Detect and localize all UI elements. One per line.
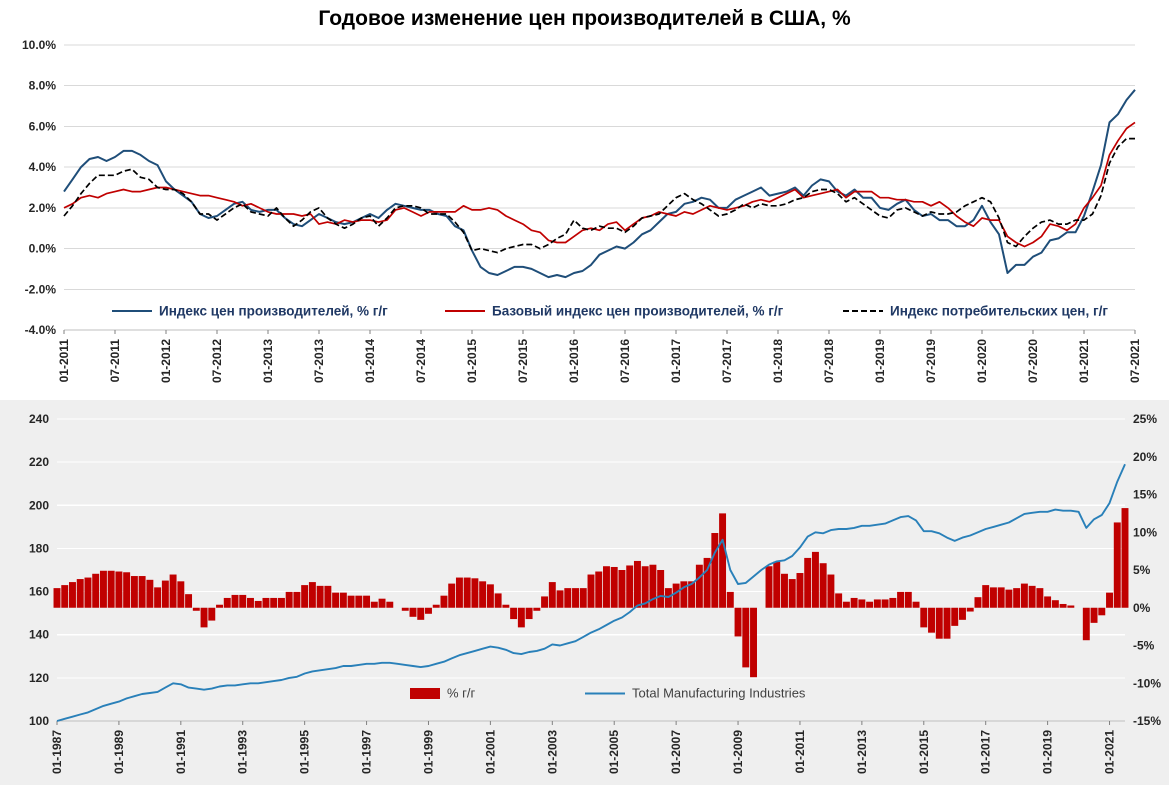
svg-text:-5%: -5% <box>1133 639 1155 653</box>
svg-text:01-2018: 01-2018 <box>771 339 785 383</box>
svg-text:07-2016: 07-2016 <box>618 339 632 383</box>
svg-text:07-2018: 07-2018 <box>822 339 836 383</box>
ppi-line <box>63 89 1136 279</box>
svg-text:2.0%: 2.0% <box>29 201 57 215</box>
svg-text:6.0%: 6.0% <box>29 119 57 133</box>
cpi-line <box>63 137 1135 254</box>
top-x-axis: 01-2011 07-2011 01-2012 07-2012 01-2013 07-20… <box>57 329 1142 383</box>
svg-text:01-2005: 01-2005 <box>607 730 621 774</box>
svg-text:01-1989: 01-1989 <box>112 730 126 774</box>
svg-text:01-2017: 01-2017 <box>979 730 993 774</box>
svg-text:01-2021: 01-2021 <box>1077 339 1091 383</box>
svg-text:01-1997: 01-1997 <box>360 730 374 774</box>
svg-text:07-2015: 07-2015 <box>516 339 530 383</box>
bottom-x-axis: 01-1987 01-1989 01-1991 01-1993 01-1995 01-19… <box>50 720 1125 774</box>
svg-text:0%: 0% <box>1133 601 1151 615</box>
svg-text:220: 220 <box>29 455 49 469</box>
svg-text:01-2011: 01-2011 <box>57 339 71 383</box>
svg-text:01-2017: 01-2017 <box>669 339 683 383</box>
svg-text:01-2021: 01-2021 <box>1103 730 1117 774</box>
svg-text:160: 160 <box>29 585 49 599</box>
svg-text:01-2014: 01-2014 <box>363 339 377 383</box>
svg-text:01-1999: 01-1999 <box>421 730 435 774</box>
svg-text:5%: 5% <box>1133 563 1151 577</box>
svg-text:07-2020: 07-2020 <box>1026 339 1040 383</box>
manufacturing-chart: 240 220 200 180 160 140 120 100 25% 20% 15% 10% 5% 0%… <box>0 400 1169 785</box>
svg-text:07-2019: 07-2019 <box>924 339 938 383</box>
cpi-legend-label: Индекс потребительских цен, г/г <box>890 304 1108 319</box>
bottom-legend: % г/г Total Manufacturing Industries <box>410 686 806 701</box>
svg-text:01-2013: 01-2013 <box>261 339 275 383</box>
page-title: Годовое изменение цен производителей в С… <box>318 7 851 30</box>
svg-text:-10%: -10% <box>1133 676 1161 690</box>
svg-text:100: 100 <box>29 714 49 728</box>
core_ppi-legend-label: Базовый индекс цен производителей, % г/г <box>492 304 784 319</box>
svg-text:01-2020: 01-2020 <box>975 339 989 383</box>
producer-price-chart: 10.0% 8.0% 6.0% 4.0% 2.0% 0.0% -2.0% -4.0% 01-20… <box>0 38 1169 400</box>
svg-text:15%: 15% <box>1133 488 1157 502</box>
ppi-legend-label: Индекс цен производителей, % г/г <box>159 304 388 319</box>
svg-text:-15%: -15% <box>1133 714 1161 728</box>
svg-text:01-2019: 01-2019 <box>873 339 887 383</box>
svg-text:01-2019: 01-2019 <box>1041 730 1055 774</box>
svg-text:01-2011: 01-2011 <box>793 730 807 774</box>
svg-text:01-1993: 01-1993 <box>236 730 250 774</box>
svg-text:01-2003: 01-2003 <box>545 730 559 774</box>
svg-text:25%: 25% <box>1133 412 1157 426</box>
bottom-right-axis-labels: 25% 20% 15% 10% 5% 0% -5% -10% -15% <box>1133 412 1161 728</box>
svg-text:01-2009: 01-2009 <box>731 730 745 774</box>
svg-text:10.0%: 10.0% <box>22 38 56 52</box>
svg-text:07-2014: 07-2014 <box>414 339 428 383</box>
svg-text:180: 180 <box>29 541 49 555</box>
svg-text:07-2017: 07-2017 <box>720 339 734 383</box>
svg-text:240: 240 <box>29 412 49 426</box>
svg-text:0.0%: 0.0% <box>29 242 57 256</box>
svg-text:07-2021: 07-2021 <box>1128 339 1142 383</box>
svg-text:01-2016: 01-2016 <box>567 339 581 383</box>
svg-text:-4.0%: -4.0% <box>25 323 57 337</box>
svg-text:120: 120 <box>29 671 49 685</box>
svg-text:01-2015: 01-2015 <box>465 339 479 383</box>
svg-text:01-2012: 01-2012 <box>159 339 173 383</box>
svg-text:01-2007: 01-2007 <box>669 730 683 774</box>
svg-text:140: 140 <box>29 628 49 642</box>
svg-text:01-2001: 01-2001 <box>483 730 497 774</box>
yoy-bars <box>53 508 1129 678</box>
svg-text:4.0%: 4.0% <box>29 160 57 174</box>
svg-text:10%: 10% <box>1133 525 1157 539</box>
top-y-gridlines: 10.0% 8.0% 6.0% 4.0% 2.0% 0.0% -2.0% -4.0% <box>22 38 1135 337</box>
svg-text:200: 200 <box>29 498 49 512</box>
producer-price-chart-canvas: 10.0%8.0%6.0%4.0%2.0%0.0%-2.0%-4.0%01-20… <box>22 38 1142 383</box>
bars-legend-label: % г/г <box>447 686 476 701</box>
svg-text:01-1991: 01-1991 <box>174 730 188 774</box>
svg-text:07-2012: 07-2012 <box>210 339 224 383</box>
svg-text:07-2011: 07-2011 <box>108 339 122 383</box>
bars-legend-swatch <box>410 688 440 699</box>
svg-text:07-2013: 07-2013 <box>312 339 326 383</box>
svg-text:01-2015: 01-2015 <box>917 730 931 774</box>
core_ppi-line <box>63 121 1136 248</box>
manufacturing-chart-canvas: 240 220 200 180 160 140 120 100 25% 20% 15% 10% 5% 0%… <box>0 400 1169 785</box>
line-legend-label: Total Manufacturing Industries <box>632 686 806 701</box>
manufacturing-index-line <box>56 463 1126 722</box>
svg-text:8.0%: 8.0% <box>29 79 57 93</box>
svg-text:01-2013: 01-2013 <box>855 730 869 774</box>
top-legend: Индекс цен производителей, % г/г Базовый … <box>112 304 1108 319</box>
svg-text:01-1995: 01-1995 <box>298 730 312 774</box>
svg-text:-2.0%: -2.0% <box>25 282 57 296</box>
svg-text:01-1987: 01-1987 <box>50 730 64 774</box>
svg-text:20%: 20% <box>1133 450 1157 464</box>
